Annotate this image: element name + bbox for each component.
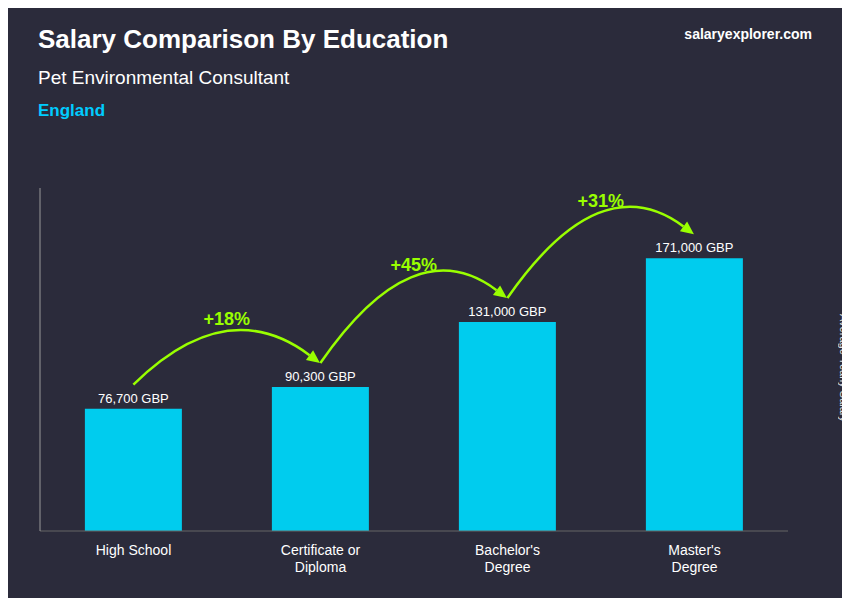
html-text:salaryexplorer.com: salaryexplorer.com xyxy=(684,26,812,42)
svg-text:171,000 GBP: 171,000 GBP xyxy=(655,240,733,255)
svg-text:Bachelor'sDegree: Bachelor'sDegree xyxy=(475,542,540,575)
html-text:England: England xyxy=(38,101,106,120)
svg-text:90,300 GBP: 90,300 GBP xyxy=(285,369,356,384)
svg-text:Certificate orDiploma: Certificate orDiploma xyxy=(281,542,361,575)
svg-text:+45%: +45% xyxy=(390,255,437,275)
svg-text:+18%: +18% xyxy=(203,309,250,329)
svg-text:76,700 GBP: 76,700 GBP xyxy=(98,391,169,406)
svg-text:131,000 GBP: 131,000 GBP xyxy=(468,304,546,319)
svg-text:Master'sDegree: Master'sDegree xyxy=(668,542,720,575)
html-text:Salary Comparison By Education: Salary Comparison By Education xyxy=(38,24,449,54)
html-text:Pet Environmental Consultant: Pet Environmental Consultant xyxy=(38,67,290,88)
svg-text:+31%: +31% xyxy=(577,191,624,211)
svg-text:High School: High School xyxy=(96,542,172,558)
